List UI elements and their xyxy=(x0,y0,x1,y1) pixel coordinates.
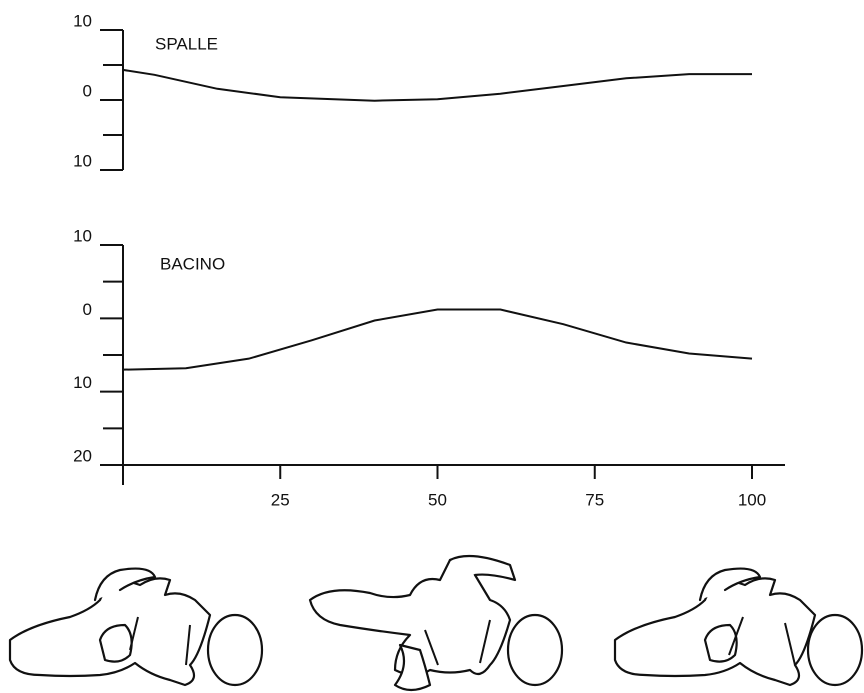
x-tick-label: 75 xyxy=(585,490,604,509)
runner-figures xyxy=(10,556,862,690)
y-tick-label: 10 xyxy=(73,373,92,392)
y-tick-label: 0 xyxy=(83,81,92,100)
x-tick-label: 50 xyxy=(428,490,447,509)
data-line xyxy=(123,70,752,101)
chart-title: SPALLE xyxy=(155,34,218,53)
x-tick-label: 25 xyxy=(271,490,290,509)
y-tick-label: 10 xyxy=(73,226,92,245)
data-line xyxy=(123,310,752,370)
y-tick-label: 10 xyxy=(73,11,92,30)
y-tick-label: 20 xyxy=(73,446,92,465)
chart: SPALLE10010BACINO1001020255075100 xyxy=(0,0,864,693)
y-tick-label: 0 xyxy=(83,300,92,319)
y-tick-label: 10 xyxy=(73,151,92,170)
x-tick-label: 100 xyxy=(738,490,766,509)
chart-title: BACINO xyxy=(160,254,225,273)
